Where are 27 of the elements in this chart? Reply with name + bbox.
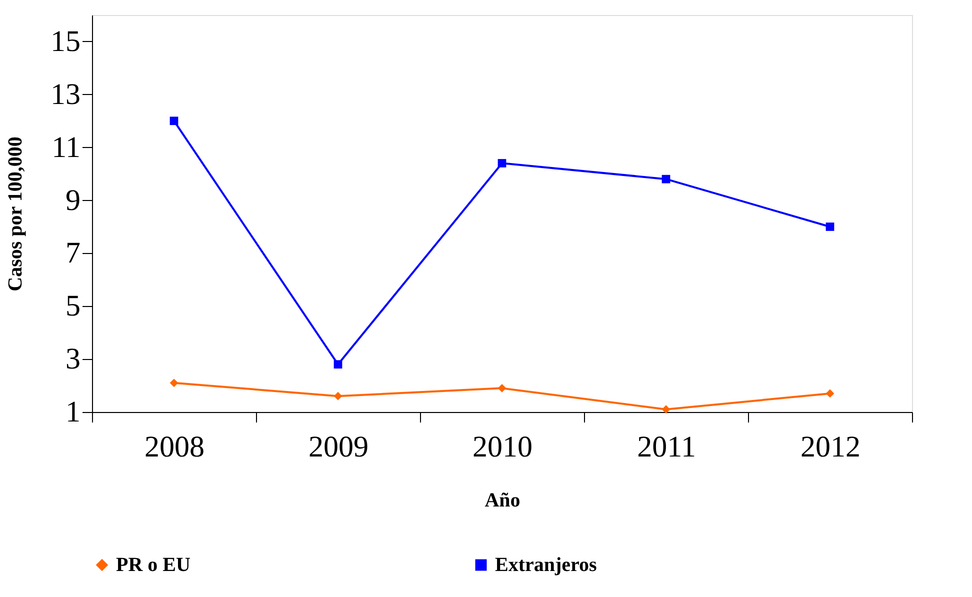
point (334, 392, 342, 400)
legend-label: PR o EU (116, 554, 190, 576)
point (826, 222, 834, 231)
point (662, 405, 670, 414)
y-axis-title: Casos por 100,000 (4, 136, 26, 292)
y-tick-label: 15 (50, 24, 80, 58)
point (498, 159, 506, 168)
point (498, 384, 506, 392)
point (170, 378, 178, 388)
y-tick-label: 7 (66, 236, 80, 270)
x-tick-label: 2012 (800, 430, 860, 464)
point (334, 360, 342, 369)
y-tick-label: 9 (66, 184, 80, 217)
x-tick-label: 2011 (637, 430, 696, 464)
point (170, 116, 178, 126)
x-tick-label: 2010 (472, 430, 532, 464)
y-tick-label: 13 (50, 78, 80, 111)
x-axis-title: Año (484, 490, 520, 512)
point (826, 389, 834, 398)
x-tick-label: 2008 (144, 430, 204, 464)
y-tick-label: 11 (52, 130, 80, 164)
y-tick-label: 1 (66, 396, 80, 428)
y-tick-label: 3 (66, 342, 80, 376)
legend-label: Extranjeros (495, 554, 598, 576)
x-tick-label: 2009 (308, 430, 368, 464)
y-tick-label: 5 (66, 290, 80, 323)
point (662, 174, 670, 184)
